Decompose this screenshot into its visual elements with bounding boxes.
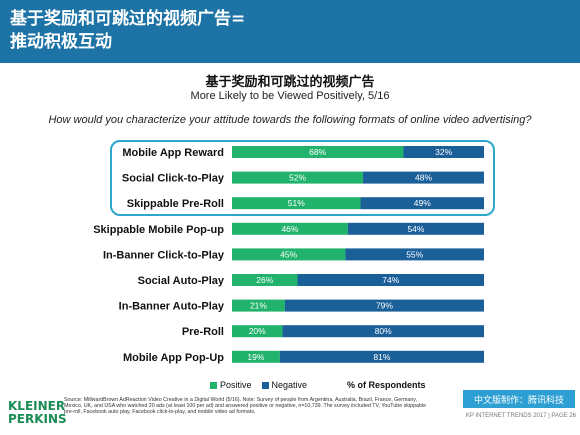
value-label-negative-skippable-pre-roll: 49%: [414, 198, 431, 208]
bar-negative-pre-roll: [282, 325, 484, 338]
bar-negative-mobile-app-reward: [403, 146, 484, 158]
category-label-social-auto-play: Social Auto-Play: [138, 275, 225, 287]
value-label-positive-in-banner-auto-play: 21%: [250, 301, 267, 311]
logo-line2: PERKINS: [8, 412, 67, 426]
bar-negative-social-auto-play: [297, 274, 484, 286]
category-label-pre-roll: Pre-Roll: [182, 326, 224, 338]
value-label-positive-skippable-pre-roll: 51%: [288, 198, 305, 208]
logo-line1: KLEINER: [8, 399, 66, 413]
stacked-bar-chart: Mobile App Reward 68% 32% Social Click-to-P…: [93, 146, 484, 364]
bar-negative-social-click-to-play: [363, 171, 484, 184]
value-label-negative-in-banner-click-to-play: 55%: [406, 249, 423, 259]
legend-positive: Positive: [210, 380, 252, 390]
bar-negative-skippable-pre-roll: [360, 197, 484, 210]
bar-positive-in-banner-auto-play: [232, 299, 285, 312]
category-label-in-banner-auto-play: In-Banner Auto-Play: [119, 301, 225, 313]
category-label-mobile-app-pop-up: Mobile App Pop-Up: [123, 352, 224, 364]
page-title-line1: 基于奖励和可跳过的视频广告=: [10, 9, 246, 29]
chart-legend: Positive Negative % of Respondents: [210, 380, 426, 390]
bar-positive-social-click-to-play: [232, 171, 364, 184]
bar-negative-in-banner-click-to-play: [345, 248, 484, 261]
category-label-social-click-to-play: Social Click-to-Play: [122, 173, 225, 185]
value-label-positive-pre-roll: 20%: [249, 326, 266, 336]
units-label: % of Respondents: [347, 380, 426, 390]
bar-positive-in-banner-click-to-play: [232, 248, 346, 261]
value-label-positive-mobile-app-reward: 68%: [309, 147, 326, 157]
legend-swatch-negative: [261, 381, 269, 389]
value-label-negative-mobile-app-pop-up: 81%: [373, 352, 390, 362]
value-label-negative-mobile-app-reward: 32%: [435, 147, 452, 157]
value-label-positive-in-banner-click-to-play: 45%: [280, 249, 297, 259]
chart-subtitle: More Likely to be Viewed Positively, 5/1…: [190, 90, 390, 102]
bar-negative-skippable-mobile-pop-up: [347, 222, 484, 235]
highlight-box: [110, 140, 495, 216]
value-label-positive-mobile-app-pop-up: 19%: [247, 352, 264, 362]
bar-positive-pre-roll: [232, 325, 283, 338]
legend-label-positive: Positive: [220, 380, 252, 390]
chart-title: 基于奖励和可跳过的视频广告: [205, 75, 375, 90]
bar-negative-in-banner-auto-play: [284, 299, 484, 312]
bar-negative-mobile-app-pop-up: [279, 350, 484, 363]
survey-question: How would you characterize your attitude…: [48, 114, 532, 126]
category-label-in-banner-click-to-play: In-Banner Click-to-Play: [103, 249, 225, 261]
value-label-negative-social-auto-play: 74%: [382, 275, 399, 285]
legend-swatch-positive: [210, 381, 217, 389]
value-label-negative-skippable-mobile-pop-up: 54%: [407, 224, 424, 234]
page-title-line2: 推动积极互动: [10, 32, 112, 52]
legend-negative: Negative: [261, 380, 308, 390]
bar-positive-social-auto-play: [232, 274, 298, 286]
source-note: Source: MillwardBrown AdReaction Video C…: [64, 397, 427, 416]
value-label-positive-social-auto-play: 26%: [256, 275, 273, 285]
tencent-badge: 中文版制作：腾讯科技: [463, 390, 575, 408]
value-label-negative-social-click-to-play: 48%: [415, 173, 432, 183]
value-label-positive-skippable-mobile-pop-up: 46%: [281, 224, 298, 234]
category-label-skippable-mobile-pop-up: Skippable Mobile Pop-up: [93, 224, 224, 236]
bar-positive-mobile-app-pop-up: [232, 350, 280, 363]
value-label-positive-social-click-to-play: 52%: [289, 173, 306, 183]
category-label-mobile-app-reward: Mobile App Reward: [122, 147, 224, 159]
category-label-skippable-pre-roll: Skippable Pre-Roll: [127, 198, 224, 210]
bar-positive-skippable-mobile-pop-up: [232, 222, 348, 235]
header-banner: 基于奖励和可跳过的视频广告= 推动积极互动: [0, 0, 580, 63]
page-footer: KP INTERNET TRENDS 2017 | PAGE 26: [465, 413, 576, 419]
value-label-negative-pre-roll: 80%: [375, 326, 392, 336]
value-label-negative-in-banner-auto-play: 79%: [376, 301, 393, 311]
bar-positive-mobile-app-reward: [232, 146, 404, 158]
bar-positive-skippable-pre-roll: [232, 197, 361, 210]
legend-label-negative: Negative: [271, 380, 308, 390]
